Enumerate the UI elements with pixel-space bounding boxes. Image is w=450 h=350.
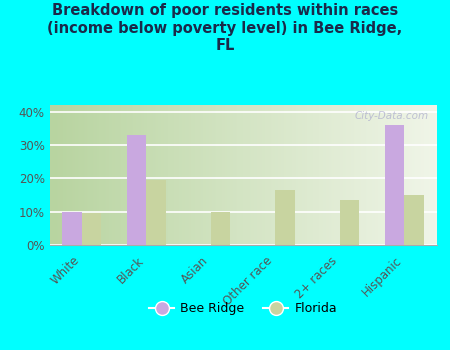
Bar — [63, 212, 82, 245]
Bar — [82, 214, 101, 245]
Text: City-Data.com: City-Data.com — [355, 111, 429, 121]
Bar — [275, 190, 295, 245]
Legend: Bee Ridge, Florida: Bee Ridge, Florida — [144, 297, 342, 320]
Bar — [211, 212, 230, 245]
Bar — [340, 200, 359, 245]
Bar — [146, 180, 166, 245]
Bar — [385, 125, 404, 245]
Bar — [127, 135, 146, 245]
Text: Breakdown of poor residents within races
(income below poverty level) in Bee Rid: Breakdown of poor residents within races… — [47, 4, 403, 53]
Bar — [404, 195, 423, 245]
